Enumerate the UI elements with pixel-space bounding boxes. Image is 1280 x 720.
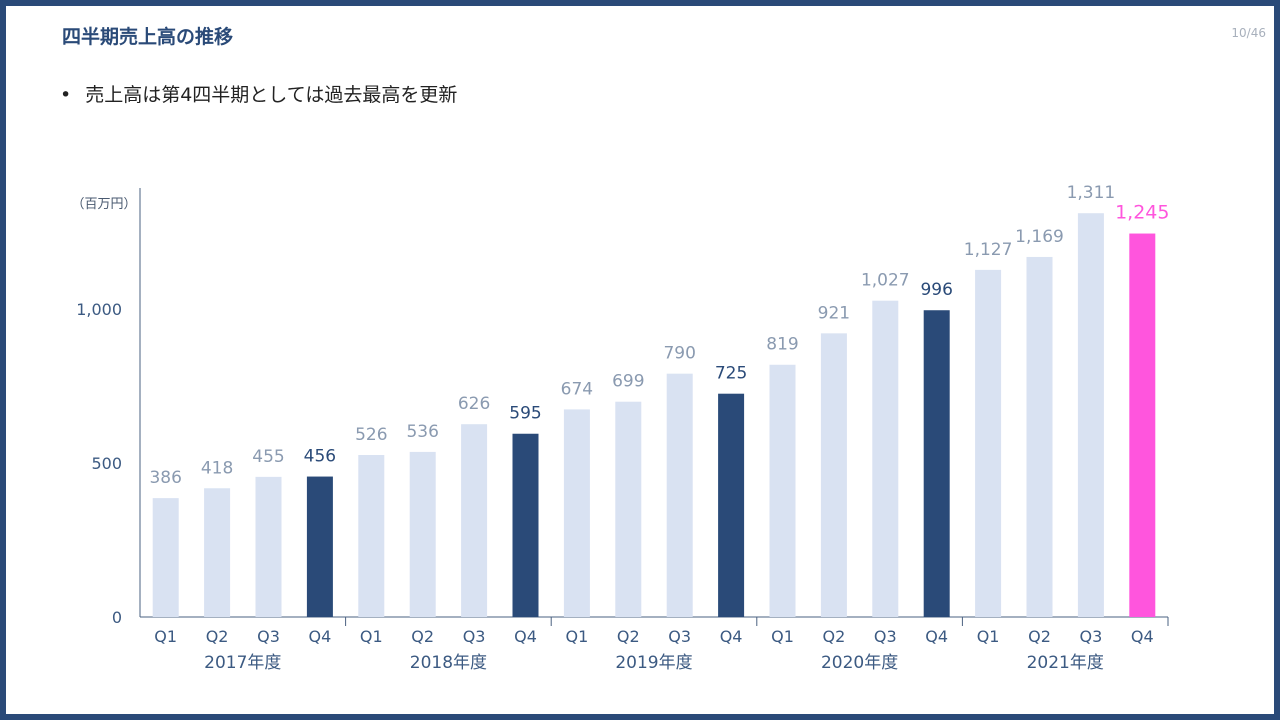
data-label: 456 xyxy=(304,447,336,467)
x-tick-label: Q4 xyxy=(309,627,332,646)
x-tick-label: Q3 xyxy=(257,627,280,646)
data-label: 626 xyxy=(458,394,490,414)
bar xyxy=(255,476,282,617)
x-tick-label: Q4 xyxy=(925,627,948,646)
data-label: 386 xyxy=(149,468,181,488)
bar xyxy=(1077,213,1104,617)
bar xyxy=(563,409,590,617)
data-label: 725 xyxy=(715,364,747,384)
data-label: 1,127 xyxy=(964,240,1013,260)
bar xyxy=(666,373,693,617)
data-label: 526 xyxy=(355,425,387,445)
data-label: 1,311 xyxy=(1067,183,1116,203)
x-tick-label: Q2 xyxy=(206,627,229,646)
y-unit-label: （百万円） xyxy=(71,197,136,212)
bar xyxy=(512,433,539,617)
x-tick-label: Q3 xyxy=(874,627,897,646)
bar xyxy=(872,300,899,617)
bar xyxy=(1129,233,1156,618)
bar xyxy=(461,424,488,617)
data-label: 595 xyxy=(509,404,541,424)
x-tick-label: Q2 xyxy=(1028,627,1051,646)
year-label: 2017年度 xyxy=(204,653,281,673)
x-tick-label: Q3 xyxy=(463,627,486,646)
data-label: 1,245 xyxy=(1115,202,1169,224)
bar xyxy=(718,393,745,617)
data-label: 921 xyxy=(818,303,850,323)
year-label: 2020年度 xyxy=(821,653,898,673)
data-label: 418 xyxy=(201,458,233,478)
bullet-text: 売上高は第4四半期としては過去最高を更新 xyxy=(85,84,458,106)
x-tick-label: Q2 xyxy=(823,627,846,646)
bar xyxy=(923,310,950,617)
year-label: 2019年度 xyxy=(615,653,692,673)
bullet-dot-icon: • xyxy=(60,84,72,106)
data-label: 819 xyxy=(766,335,798,355)
x-tick-label: Q4 xyxy=(1131,627,1154,646)
data-label: 996 xyxy=(920,280,952,300)
bar xyxy=(615,401,642,617)
bar xyxy=(1026,256,1053,617)
data-label: 790 xyxy=(663,344,695,364)
data-label: 674 xyxy=(561,379,593,399)
year-label: 2018年度 xyxy=(410,653,487,673)
bar xyxy=(975,269,1002,617)
data-label: 536 xyxy=(406,422,438,442)
bar xyxy=(358,454,385,617)
data-label: 1,169 xyxy=(1015,227,1064,247)
x-tick-label: Q1 xyxy=(154,627,177,646)
bar xyxy=(769,364,796,617)
data-label: 699 xyxy=(612,372,644,392)
slide-title: 四半期売上高の推移 xyxy=(62,26,234,48)
y-tick-label: 500 xyxy=(91,454,122,473)
y-tick-label: 0 xyxy=(112,608,122,627)
data-label: 1,027 xyxy=(861,271,910,291)
x-tick-label: Q2 xyxy=(411,627,434,646)
x-tick-label: Q1 xyxy=(566,627,589,646)
x-tick-label: Q3 xyxy=(1080,627,1103,646)
x-tick-label: Q4 xyxy=(514,627,537,646)
x-tick-label: Q3 xyxy=(668,627,691,646)
bar xyxy=(409,451,436,617)
page-number: 10/46 xyxy=(1231,26,1266,40)
bar xyxy=(306,476,333,617)
y-tick-label: 1,000 xyxy=(76,300,122,319)
bar xyxy=(820,333,847,617)
x-tick-label: Q1 xyxy=(771,627,794,646)
bar xyxy=(152,498,179,617)
bullet-point: • 売上高は第4四半期としては過去最高を更新 xyxy=(60,80,457,107)
data-label: 455 xyxy=(252,447,284,467)
x-tick-label: Q1 xyxy=(977,627,1000,646)
bar xyxy=(204,488,231,617)
x-tick-label: Q4 xyxy=(720,627,743,646)
x-tick-label: Q1 xyxy=(360,627,383,646)
x-tick-label: Q2 xyxy=(617,627,640,646)
year-label: 2021年度 xyxy=(1027,653,1104,673)
